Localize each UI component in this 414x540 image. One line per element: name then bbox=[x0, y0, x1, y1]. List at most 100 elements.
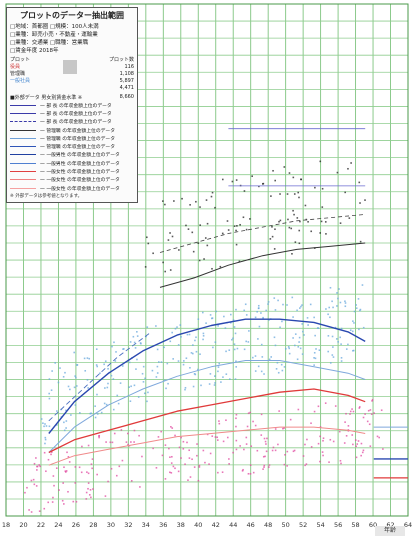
data-point bbox=[86, 357, 89, 359]
data-point bbox=[334, 326, 337, 329]
data-point bbox=[243, 348, 246, 351]
data-point bbox=[26, 486, 28, 489]
data-point bbox=[245, 228, 248, 231]
data-point bbox=[189, 204, 191, 206]
data-point bbox=[273, 336, 276, 339]
data-point bbox=[284, 453, 286, 456]
data-point bbox=[283, 166, 286, 168]
data-point bbox=[43, 451, 46, 454]
data-point bbox=[64, 471, 67, 473]
data-point bbox=[146, 326, 149, 328]
data-point bbox=[98, 436, 100, 439]
data-point bbox=[344, 191, 346, 194]
data-point bbox=[370, 413, 373, 415]
legend-line-swatch bbox=[10, 121, 36, 123]
data-point bbox=[213, 384, 216, 386]
data-point bbox=[349, 329, 352, 331]
data-point bbox=[210, 195, 213, 198]
data-point bbox=[217, 471, 219, 474]
data-point bbox=[91, 458, 94, 460]
data-point bbox=[164, 203, 166, 206]
data-point bbox=[233, 326, 236, 328]
data-point bbox=[293, 213, 295, 216]
data-point bbox=[257, 304, 260, 307]
data-point bbox=[228, 349, 231, 351]
legend-item-label: 一 管理職 の年収金額上位のデータ bbox=[40, 128, 116, 134]
data-point bbox=[271, 226, 273, 228]
data-point bbox=[267, 301, 270, 303]
data-point bbox=[228, 458, 230, 460]
data-point bbox=[67, 455, 70, 458]
data-point bbox=[28, 509, 30, 511]
data-point bbox=[80, 471, 83, 474]
data-point bbox=[188, 449, 190, 452]
data-point bbox=[321, 206, 324, 208]
data-point bbox=[92, 488, 94, 490]
data-point bbox=[364, 199, 366, 201]
data-point bbox=[211, 317, 214, 319]
legend-line-swatch bbox=[10, 154, 36, 156]
count-value: 5,897 bbox=[119, 78, 134, 84]
data-point bbox=[211, 435, 214, 437]
data-point bbox=[50, 451, 53, 453]
data-point bbox=[369, 445, 372, 447]
data-point bbox=[232, 451, 234, 454]
data-point bbox=[103, 402, 106, 405]
data-point bbox=[33, 462, 36, 465]
data-point bbox=[340, 343, 342, 345]
data-point bbox=[287, 346, 290, 348]
data-point bbox=[87, 444, 90, 447]
data-point bbox=[78, 466, 81, 469]
data-point bbox=[79, 412, 81, 414]
data-point bbox=[361, 451, 364, 454]
data-point bbox=[144, 266, 147, 268]
data-point bbox=[371, 398, 374, 401]
data-point bbox=[313, 316, 315, 319]
data-point bbox=[181, 197, 183, 200]
data-point bbox=[314, 357, 317, 360]
data-point bbox=[281, 320, 283, 323]
data-point bbox=[65, 420, 68, 422]
data-point bbox=[179, 324, 182, 326]
data-point bbox=[186, 333, 189, 336]
count-value: 4,471 bbox=[119, 85, 134, 91]
data-point bbox=[87, 482, 90, 484]
data-point bbox=[356, 443, 359, 445]
data-point bbox=[289, 418, 292, 421]
data-point bbox=[143, 392, 146, 395]
data-point bbox=[243, 190, 246, 192]
data-point bbox=[104, 360, 107, 363]
data-point bbox=[162, 200, 164, 202]
data-point bbox=[193, 466, 196, 468]
data-point bbox=[209, 452, 212, 455]
data-point bbox=[206, 244, 209, 247]
data-point bbox=[217, 370, 219, 373]
data-point bbox=[35, 485, 38, 487]
data-point bbox=[262, 468, 264, 470]
data-point bbox=[235, 366, 238, 368]
data-point bbox=[226, 436, 229, 439]
legend-item: 一 一般男性 の年収金額上位のデータ bbox=[10, 159, 134, 167]
data-point bbox=[229, 313, 232, 316]
data-point bbox=[182, 448, 185, 450]
data-point bbox=[59, 367, 61, 369]
data-point bbox=[286, 450, 289, 453]
data-point bbox=[90, 463, 93, 466]
data-point bbox=[360, 442, 363, 445]
data-point bbox=[257, 307, 260, 309]
data-point bbox=[235, 360, 237, 363]
data-point bbox=[268, 319, 270, 321]
x-tick-label: 56 bbox=[334, 521, 342, 529]
data-point bbox=[136, 358, 138, 361]
data-point bbox=[216, 439, 219, 441]
mini-label: 一般社員 bbox=[10, 78, 31, 84]
data-point bbox=[67, 490, 69, 493]
data-point bbox=[127, 443, 129, 446]
data-point bbox=[169, 456, 171, 459]
data-point bbox=[268, 358, 271, 361]
data-point bbox=[89, 489, 92, 491]
data-point bbox=[265, 450, 268, 453]
data-point bbox=[166, 362, 169, 365]
data-point bbox=[249, 411, 251, 414]
data-point bbox=[352, 349, 354, 352]
